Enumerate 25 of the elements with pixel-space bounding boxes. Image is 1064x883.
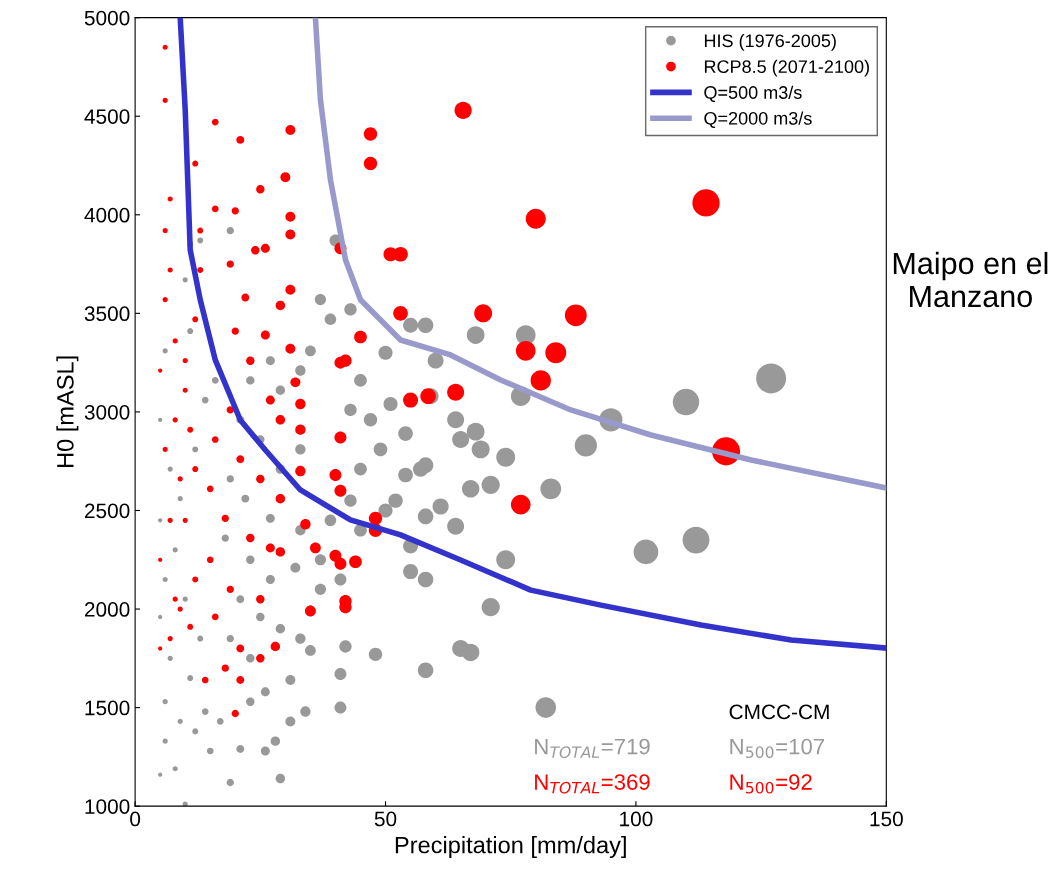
y-tick-label: 5000 [84, 10, 130, 26]
y-tick-label: 1500 [85, 700, 130, 716]
x-tick-label: 0 [130, 811, 141, 827]
annotation: CMCC-CM [729, 704, 829, 720]
legend-label: HIS (1976-2005) [704, 33, 836, 51]
annotation: N$_{TOTAL}$=369 [535, 774, 650, 794]
y-tick-label: 2000 [84, 602, 130, 617]
annotation: N$_{500}$=107 [730, 738, 825, 759]
y-tick-label: 3000 [84, 404, 130, 420]
legend-label: Q=2000 m3/s [704, 111, 812, 128]
legend-label: Q=500 m3/s [704, 85, 802, 103]
annotation: N$_{TOTAL}$=719 [535, 738, 650, 759]
x-axis-title: Precipitation [mm/day] [395, 836, 626, 859]
legend-label: RCP8.5 (2071-2100) [704, 59, 869, 77]
x-tick-label: 50 [374, 811, 397, 827]
x-tick-label: 100 [620, 811, 653, 827]
y-tick-label: 4000 [84, 207, 130, 223]
x-tick-label: 150 [870, 811, 903, 827]
y-axis-title: H0 [mASL] [56, 356, 79, 468]
y-tick-label: 2500 [84, 503, 130, 519]
annotation: N$_{500}$=92 [730, 774, 812, 794]
y-tick-label: 3500 [84, 306, 130, 322]
y-tick-label: 4500 [84, 109, 130, 124]
y-tick-label: 1000 [85, 799, 130, 814]
text: Maipo en el Manzano [893, 251, 1048, 308]
